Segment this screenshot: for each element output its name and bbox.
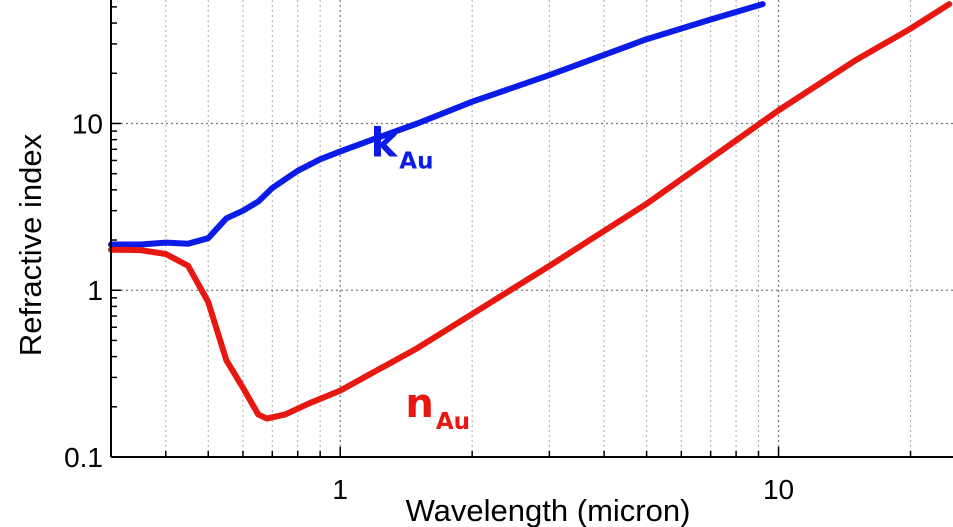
axis-ticks: 1 10 0.1 1 10 [64, 6, 912, 505]
series-label-n-main: n [405, 381, 433, 427]
grid-lines [110, 0, 953, 457]
y-axis-title: Refractive index [13, 133, 48, 356]
series-label-k-subscript: Au [399, 148, 433, 174]
series-line-k [108, 1, 766, 248]
x-tick-label: 10 [763, 474, 794, 505]
y-tick-label: 0.1 [64, 442, 103, 473]
series-lines [108, 1, 953, 422]
series-line-n [108, 1, 953, 422]
y-tick-label: 10 [72, 108, 103, 139]
x-axis-title: Wavelength (micron) [406, 493, 691, 527]
series-label-k: kAu [371, 120, 434, 174]
series-label-n: nAu [405, 381, 470, 435]
y-tick-label: 1 [87, 275, 103, 306]
series-label-n-subscript: Au [436, 409, 470, 435]
x-tick-label: 1 [332, 474, 348, 505]
series-label-k-main: k [371, 120, 399, 166]
